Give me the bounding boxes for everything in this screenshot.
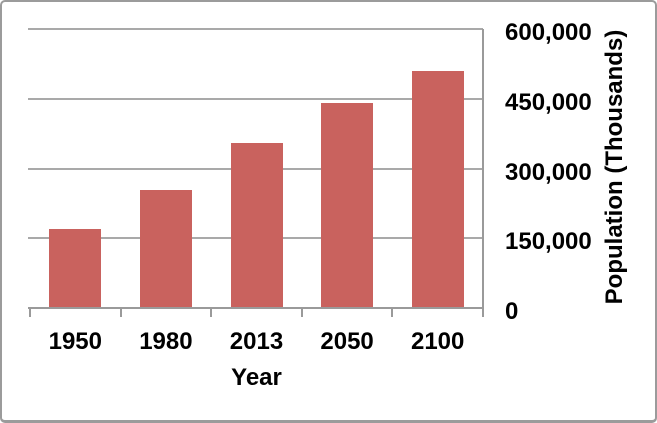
x-axis-tick <box>482 309 484 317</box>
bar-1980 <box>139 190 192 308</box>
bar-1950 <box>49 229 102 308</box>
x-axis-tick <box>300 309 303 317</box>
x-tick-label-1980: 1980 <box>139 328 193 355</box>
x-axis-tick <box>119 309 122 317</box>
y-tick-label-0: 0 <box>505 298 519 325</box>
y-tick-label-300000: 300,000 <box>505 158 592 186</box>
x-axis-tick <box>391 309 394 317</box>
y-tick-label-150000: 150,000 <box>505 228 592 256</box>
gridline-600000 <box>28 28 483 30</box>
gridline-450000 <box>28 97 483 100</box>
x-tick-label-2050: 2050 <box>320 328 374 355</box>
x-tick-label-2013: 2013 <box>229 328 284 355</box>
y-axis-line <box>482 29 484 309</box>
x-axis-tick <box>210 309 213 317</box>
y-tick-label-600000: 600,000 <box>505 19 592 46</box>
bar-2100 <box>411 71 464 308</box>
y-tick-label-450000: 450,000 <box>505 88 592 116</box>
y-axis-title: Population (Thousands) <box>601 29 628 305</box>
bar-2050 <box>321 103 374 308</box>
x-axis-line <box>28 307 484 309</box>
x-tick-label-2100: 2100 <box>410 328 465 355</box>
bar-2013 <box>230 143 283 308</box>
x-axis-title: Year <box>231 364 282 391</box>
x-tick-label-1950: 1950 <box>48 328 102 355</box>
plot-area <box>28 28 483 308</box>
x-axis-tick <box>29 309 31 317</box>
